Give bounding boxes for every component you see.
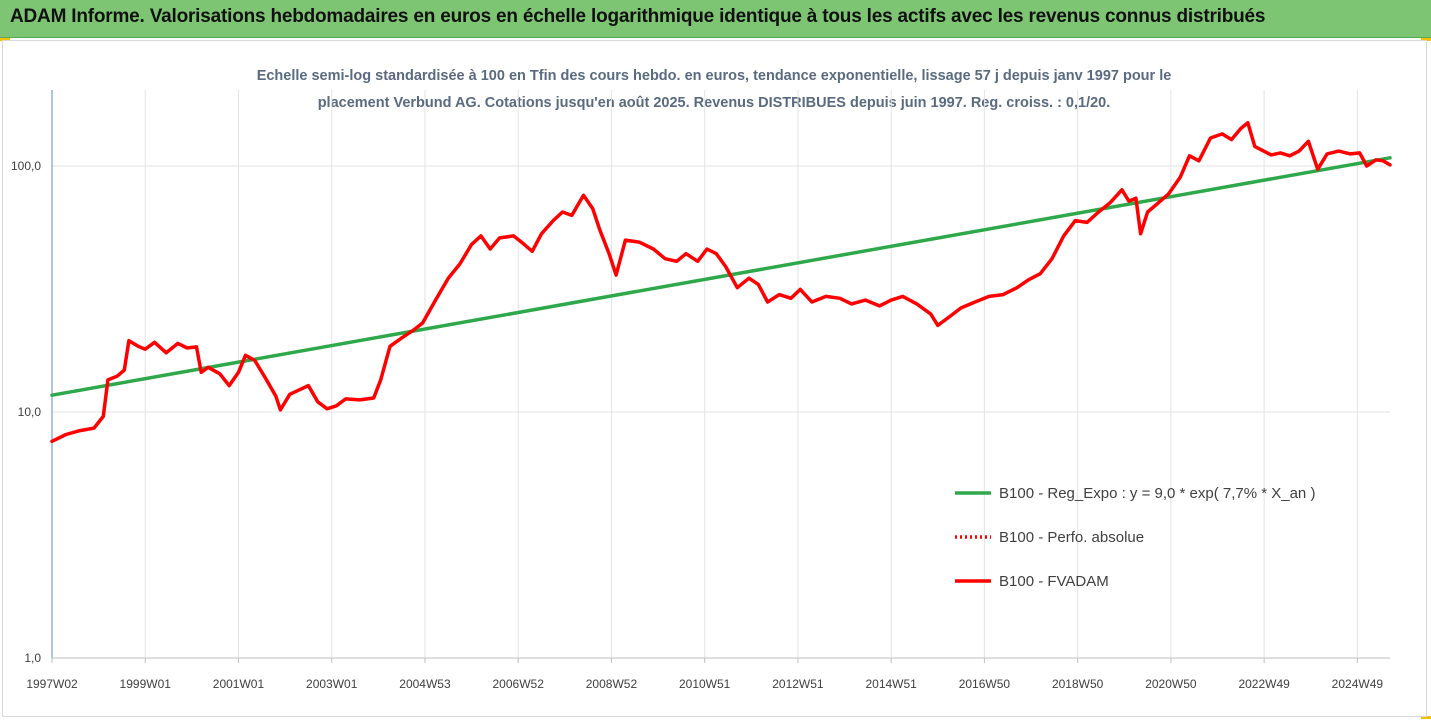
x-tick-label: 2008W52 <box>586 677 638 691</box>
corner-mark-left <box>0 38 10 41</box>
series-line-fvadam <box>50 120 1392 444</box>
legend-entry-label: B100 - FVADAM <box>999 573 1109 590</box>
x-tick-label: 2001W01 <box>213 677 265 691</box>
x-tick-label: 2003W01 <box>306 677 358 691</box>
x-tick-label: 1999W01 <box>120 677 172 691</box>
legend-entry-label: B100 - Perfo. absolue <box>999 529 1144 546</box>
legend-entry-label: B100 - Reg_Expo : y = 9,0 * exp( 7,7% * … <box>999 485 1315 502</box>
x-tick-label: 2020W50 <box>1145 677 1197 691</box>
x-tick-label: 2018W50 <box>1052 677 1104 691</box>
y-tick-label: 100,0 <box>11 159 41 173</box>
x-tick-label: 1997W02 <box>26 677 78 691</box>
banner: ADAM Informe. Valorisations hebdomadaire… <box>0 0 1431 38</box>
chart-subtitle-line-1: Echelle semi-log standardisée à 100 en T… <box>257 68 1172 84</box>
y-tick-label: 1,0 <box>24 651 41 665</box>
legend: B100 - Reg_Expo : y = 9,0 * exp( 7,7% * … <box>955 485 1315 590</box>
banner-title: ADAM Informe. Valorisations hebdomadaire… <box>10 6 1266 27</box>
x-tick-label: 2014W51 <box>865 677 917 691</box>
x-tick-label: 2004W53 <box>399 677 451 691</box>
corner-mark-right <box>1421 38 1431 41</box>
x-tick-label: 2016W50 <box>959 677 1011 691</box>
series-layer <box>50 120 1392 444</box>
chart-subtitle-line-2: placement Verbund AG. Cotations jusqu'en… <box>318 95 1111 111</box>
x-tick-label: 2012W51 <box>772 677 824 691</box>
grid-layer <box>52 90 1390 659</box>
x-tick-label: 2022W49 <box>1238 677 1290 691</box>
corner-mark-bottom-right <box>1421 716 1431 719</box>
x-tick-label: 2006W52 <box>493 677 545 691</box>
x-tick-label: 2010W51 <box>679 677 731 691</box>
chart-frame <box>2 40 1427 717</box>
x-tick-label: 2024W49 <box>1332 677 1384 691</box>
axis-layer: 1,0 10,0 100,0 1997W02 1999W01 2001W01 2003W01… <box>11 90 1390 691</box>
y-tick-label: 10,0 <box>18 405 42 419</box>
